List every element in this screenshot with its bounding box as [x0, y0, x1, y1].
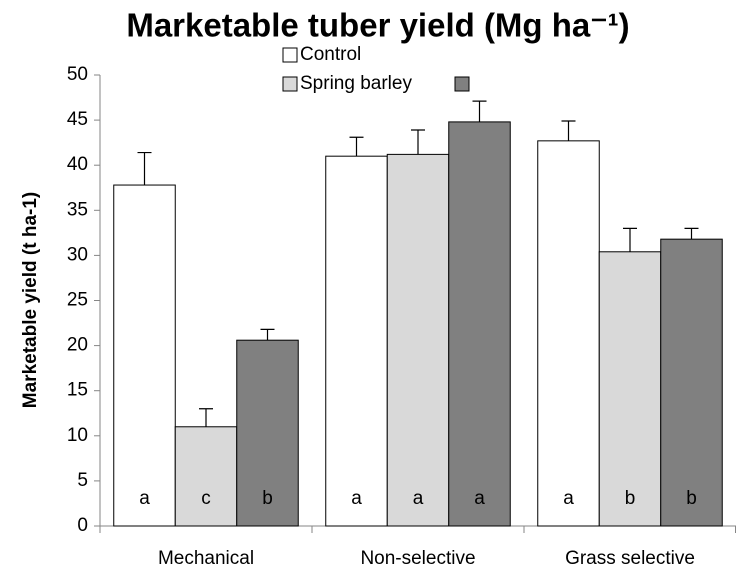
significance-letter: a [563, 488, 574, 509]
significance-letter: b [686, 488, 697, 509]
y-axis-label: Marketable yield (t ha-1) [20, 192, 41, 408]
error-bar [411, 129, 425, 155]
y-tick-label: 15 [67, 380, 88, 401]
significance-letter: b [262, 488, 273, 509]
significance-letter: a [139, 488, 150, 509]
x-tick-label: Mechanical [158, 548, 254, 569]
error-bar [260, 328, 275, 341]
error-bar [623, 227, 637, 252]
bar [598, 251, 662, 527]
significance-letter: a [474, 488, 485, 509]
bar [113, 184, 176, 527]
legend-swatch [282, 47, 298, 63]
legend-swatch [282, 76, 298, 92]
y-tick-label: 30 [67, 244, 88, 265]
bar [448, 121, 511, 527]
y-tick-label: 25 [67, 290, 88, 311]
y-tick-label: 45 [67, 109, 88, 130]
bar [174, 426, 238, 527]
error-bar [137, 151, 152, 186]
y-tick-label: 5 [77, 470, 88, 491]
significance-letter: c [201, 488, 211, 509]
error-bar [684, 227, 699, 240]
y-tick-label: 50 [67, 64, 88, 85]
y-tick-label: 10 [67, 425, 88, 446]
y-tick-label: 35 [67, 199, 88, 220]
x-tick-label: Non-selective [360, 548, 475, 569]
y-tick-label: 40 [67, 154, 88, 175]
bar [236, 339, 299, 527]
bar [386, 153, 450, 527]
y-tick-label: 20 [67, 335, 88, 356]
significance-letter: a [351, 488, 362, 509]
legend-swatch [454, 76, 470, 92]
error-bar [199, 408, 213, 427]
bar [537, 140, 600, 527]
error-bar [561, 120, 576, 141]
bar [660, 238, 723, 527]
error-bar [472, 100, 487, 122]
x-tick-label: Grass selective [565, 548, 695, 569]
y-tick-label: 0 [77, 515, 88, 536]
bar [325, 155, 388, 527]
legend-label: Spring barley [300, 73, 412, 94]
legend-label: Control [300, 44, 361, 65]
significance-letter: b [625, 488, 636, 509]
error-bar [349, 136, 364, 157]
significance-letter: a [413, 488, 424, 509]
chart-title: Marketable tuber yield (Mg ha⁻¹) [126, 7, 629, 44]
